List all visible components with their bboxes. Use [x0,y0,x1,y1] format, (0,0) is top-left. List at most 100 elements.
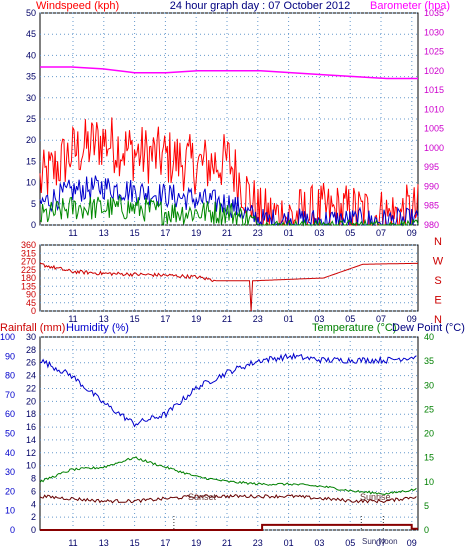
annotation-sunset: Sunset [188,492,217,502]
direction-label: N [434,236,442,248]
y-tick-label-rainfall: 24 [26,371,36,381]
y-tick-label-rainfall: 0 [31,525,36,535]
y-tick-label-temperature: 20 [424,429,434,439]
x-tick-label: 21 [222,538,232,548]
x-tick-label: 01 [284,314,294,324]
series-line-dewpoint [39,493,417,504]
dewpoint-axis-label: Dew Point (°C) [392,322,465,334]
direction-label: E [434,295,441,307]
y-tick-label-barometer: 1000 [424,143,444,153]
y-tick-label-temperature: 0 [424,525,429,535]
x-tick-label: 01 [284,228,294,238]
x-tick-label: 07 [376,228,386,238]
y-tick-label-humidity: 50 [5,429,15,439]
x-tick-label: 07 [376,314,386,324]
y-tick-label-humidity: 30 [5,467,15,477]
y-tick-label-rainfall: 2 [31,512,36,522]
y-tick-label-humidity: 0 [10,525,15,535]
y-tick-label-rainfall: 16 [26,422,36,432]
y-tick-label-barometer: 1005 [424,124,444,134]
humidity-axis-label: Humidity (%) [66,322,129,334]
annotation-sunrise: Sunrise [360,492,391,502]
y-tick-label-humidity: 10 [5,506,15,516]
y-tick-label-temperature: 40 [424,332,434,342]
y-tick-label-wind: 0 [31,220,36,230]
x-tick-label: 03 [314,228,324,238]
y-tick-label-direction: 225 [21,265,36,275]
y-tick-label-barometer: 1020 [424,66,444,76]
y-tick-label-humidity: 60 [5,409,15,419]
y-tick-label-humidity: 100 [0,332,15,342]
y-tick-label-barometer: 985 [424,201,439,211]
direction-label: S [434,275,441,287]
y-tick-label-wind: 15 [26,156,36,166]
x-tick-label: 13 [99,538,109,548]
x-tick-label: 11 [68,314,77,324]
x-tick-label: 21 [222,314,232,324]
y-tick-label-humidity: 70 [5,390,15,400]
series-line-wind-average [39,175,419,227]
y-tick-label-direction: 180 [21,273,36,283]
y-tick-label-temperature: 5 [424,501,429,511]
x-tick-label: 21 [222,228,232,238]
x-tick-label: 05 [345,314,355,324]
y-tick-label-rainfall: 28 [26,345,36,355]
y-tick-label-barometer: 1010 [424,104,444,114]
x-tick-label: 13 [99,314,109,324]
y-tick-label-wind: 50 [26,8,36,18]
wind-axis-label: Windspeed (kph) [36,0,119,12]
y-tick-label-temperature: 15 [424,453,434,463]
x-tick-label: 13 [99,228,109,238]
x-tick-label: 17 [160,314,170,324]
x-tick-label: 11 [68,538,77,548]
y-tick-label-temperature: 30 [424,380,434,390]
x-tick-label: 17 [160,538,170,548]
y-tick-label-barometer: 980 [424,220,439,230]
y-tick-label-rainfall: 20 [26,396,36,406]
series-line-temperature [39,456,417,496]
x-tick-label: 19 [191,314,201,324]
x-tick-label: 05 [345,538,355,548]
y-tick-label-direction: 135 [21,281,36,291]
y-tick-label-rainfall: 26 [26,358,36,368]
x-tick-label: 23 [253,314,263,324]
chart-title: 24 hour graph day : 07 October 2012 [170,0,350,12]
series-line-direction [39,262,419,312]
y-tick-label-rainfall: 12 [26,448,36,458]
temperature-axis-label: Temperature (°C) [312,322,396,334]
series-line-humidity [39,352,417,428]
x-tick-label: 15 [130,228,140,238]
x-tick-label: 09 [407,538,417,548]
x-tick-label: 01 [284,538,294,548]
direction-label: W [433,256,444,268]
barometer-axis-label: Barometer (hpa) [370,0,450,12]
y-tick-label-direction: 0 [31,306,36,316]
y-tick-label-rainfall: 18 [26,409,36,419]
y-tick-label-barometer: 990 [424,181,439,191]
y-tick-label-wind: 5 [31,199,36,209]
x-tick-label: 09 [407,228,417,238]
series-line-rainfall [40,523,418,531]
x-tick-label: 15 [130,314,140,324]
y-tick-label-temperature: 35 [424,356,434,366]
series-line-barometer [40,66,418,80]
y-tick-label-barometer: 1025 [424,47,444,57]
y-tick-label-wind: 45 [26,29,36,39]
y-tick-label-wind: 20 [26,135,36,145]
series-line-wind-low [39,194,419,227]
x-tick-label: 15 [130,538,140,548]
x-tick-label: 23 [253,538,263,548]
y-tick-label-humidity: 40 [5,448,15,458]
y-tick-label-direction: 360 [21,240,36,250]
y-tick-label-temperature: 25 [424,404,434,414]
y-tick-label-rainfall: 6 [31,486,36,496]
x-tick-label: 11 [68,228,77,238]
y-tick-label-rainfall: 4 [31,499,36,509]
y-tick-label-direction: 270 [21,257,36,267]
x-tick-label: 03 [314,314,324,324]
y-tick-label-wind: 40 [26,50,36,60]
y-tick-label-wind: 25 [26,114,36,124]
y-tick-label-wind: 35 [26,72,36,82]
x-tick-label: 09 [407,314,417,324]
x-tick-label: 23 [253,228,263,238]
